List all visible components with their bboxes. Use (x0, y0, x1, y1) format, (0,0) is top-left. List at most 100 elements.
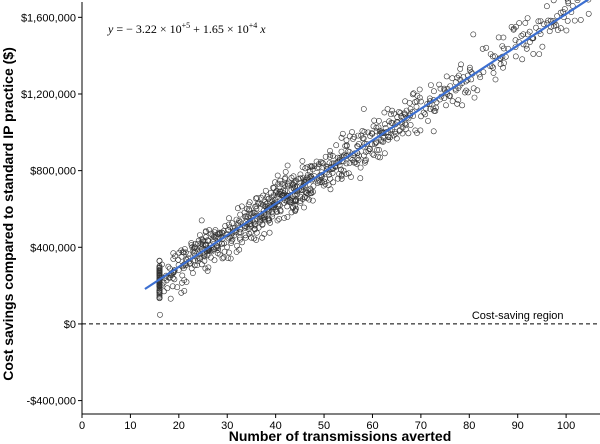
scatter-point (459, 102, 466, 109)
scatter-point (292, 178, 299, 184)
scatter-point (334, 154, 341, 161)
scatter-point (537, 18, 544, 24)
scatter-point (167, 295, 174, 302)
x-tick-label: 50 (318, 420, 330, 432)
scatter-point (261, 212, 268, 218)
scatter-point (284, 203, 290, 210)
scatter-point (179, 249, 186, 255)
scatter-point (202, 228, 209, 234)
scatter-point (388, 119, 395, 126)
scatter-point (156, 289, 163, 296)
scatter-point (246, 230, 253, 237)
scatter-point (201, 257, 208, 264)
x-tick-label: 20 (173, 420, 185, 432)
scatter-point (420, 109, 427, 116)
scatter-point (238, 203, 245, 210)
scatter-point (476, 71, 483, 78)
scatter-point (350, 135, 356, 142)
scatter-point (338, 171, 345, 178)
scatter-point (226, 215, 232, 222)
equation-rhs: x (257, 22, 266, 36)
scatter-point (304, 174, 310, 181)
scatter-point (369, 150, 376, 157)
scatter-point (544, 3, 550, 10)
scatter-point (174, 284, 181, 291)
scatter-point (221, 240, 228, 247)
scatter-point (470, 31, 477, 38)
scatter-point (246, 199, 253, 206)
x-axis-title: Number of transmissions averted (229, 428, 452, 444)
scatter-point (236, 217, 243, 224)
scatter-point (426, 95, 433, 102)
y-axis-title: Cost savings compared to standard IP pra… (0, 47, 16, 381)
scatter-point (381, 150, 388, 157)
scatter-point (189, 270, 196, 276)
scatter-point (322, 180, 329, 187)
scatter-point (325, 182, 332, 189)
y-tick-label: $800,000 (30, 166, 76, 178)
scatter-point (560, 8, 566, 15)
scatter-point (228, 240, 235, 246)
scatter-point (477, 74, 484, 81)
x-tick-label: 70 (415, 420, 427, 432)
scatter-point (225, 221, 232, 228)
scatter-point (202, 265, 209, 272)
scatter-point (338, 134, 345, 141)
scatter-point (248, 223, 254, 229)
scatter-point (373, 124, 380, 131)
scatter-point (487, 51, 494, 57)
scatter-point (248, 234, 255, 241)
scatter-point (192, 241, 199, 247)
scatter-point (178, 289, 185, 296)
scatter-point (430, 128, 437, 135)
scatter-point (170, 250, 177, 257)
scatter-point (490, 64, 496, 71)
scatter-point (233, 249, 240, 255)
scatter-point (261, 231, 268, 237)
scatter-point (320, 160, 326, 167)
scatter-point (202, 234, 209, 241)
scatter-point (367, 132, 373, 139)
scatter-point (346, 159, 353, 166)
scatter-point (253, 213, 260, 219)
scatter-point (254, 194, 260, 201)
scatter-point (501, 60, 507, 66)
scatter-point (181, 287, 188, 294)
scatter-point (248, 229, 254, 236)
scatter-point (354, 143, 361, 149)
axes (81, 2, 600, 415)
scatter-point (278, 180, 285, 187)
scatter-point (457, 66, 464, 72)
scatter-point (265, 217, 272, 224)
scatter-point (175, 256, 182, 263)
scatter-point (463, 87, 470, 94)
scatter-point (508, 23, 515, 30)
scatter-point (466, 67, 473, 73)
scatter-point (266, 229, 273, 236)
scatter-point (427, 82, 434, 88)
scatter-point (564, 17, 571, 24)
scatter-point (523, 42, 530, 49)
x-tick-label: 90 (512, 420, 524, 432)
scatter-point (536, 51, 543, 57)
scatter-point (157, 311, 163, 318)
scatter-point (497, 61, 504, 68)
regression-line (144, 0, 590, 290)
scatter-point (546, 28, 553, 35)
scatter-point (198, 217, 205, 224)
scatter-point (178, 253, 185, 260)
scatter-point (269, 210, 276, 217)
scatter-point (366, 146, 373, 153)
scatter-point (338, 148, 345, 155)
scatter-point (226, 249, 232, 256)
scatter-point (228, 233, 235, 240)
scatter-point (156, 291, 163, 298)
scatter-point (301, 204, 307, 211)
scatter-point (441, 95, 448, 101)
scatter-point (297, 175, 304, 182)
scatter-point (533, 24, 539, 31)
scatter-point (585, 10, 592, 17)
scatter-point (407, 106, 414, 112)
scatter-point (365, 147, 372, 154)
